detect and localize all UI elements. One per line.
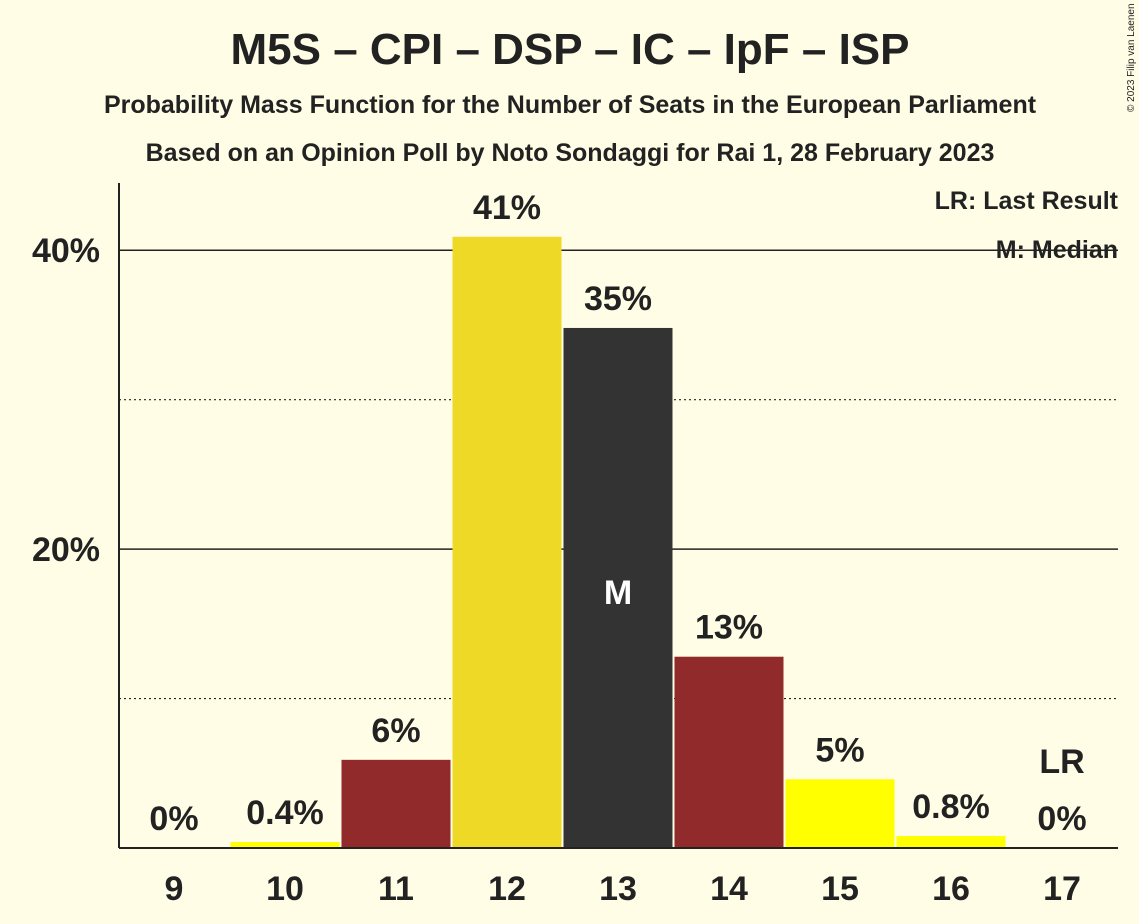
legend-last-result: LR: Last Result [935, 187, 1119, 215]
bar-value-label: 5% [815, 731, 864, 769]
median-marker: M [604, 574, 632, 612]
x-tick-label: 11 [378, 870, 414, 908]
x-tick-label: 13 [599, 870, 637, 908]
bar-value-label: 13% [695, 609, 763, 647]
bar-value-label: 35% [584, 280, 652, 318]
x-tick-label: 14 [710, 870, 748, 908]
y-tick-label: 20% [32, 531, 100, 569]
bar-value-label: 0.8% [912, 788, 990, 826]
axes: 20% 40% 9 10 11 12 13 14 15 16 17 [32, 183, 1118, 908]
chart-title: M5S – CPI – DSP – IC – IpF – ISP [231, 25, 910, 74]
bar-labels: 0% 0.4% 6% 41% 35% M 13% 5% 0.8% 0% LR [149, 189, 1086, 838]
copyright-note: © 2023 Filip van Laenen [1126, 3, 1137, 112]
chart-source: Based on an Opinion Poll by Noto Sondagg… [146, 139, 995, 167]
bar-seats-11 [341, 759, 451, 848]
x-tick-label: 12 [488, 870, 526, 908]
bar-value-label: 0.4% [246, 794, 324, 832]
x-tick-label: 17 [1043, 870, 1081, 908]
x-tick-label: 9 [165, 870, 184, 908]
y-tick-label: 40% [32, 232, 100, 270]
x-tick-label: 16 [932, 870, 970, 908]
chart-subtitle: Probability Mass Function for the Number… [104, 91, 1037, 119]
bar-seats-10 [230, 842, 340, 848]
bars [230, 236, 1006, 849]
x-tick-label: 10 [266, 870, 304, 908]
x-tick-label: 15 [821, 870, 859, 908]
bar-value-label: 0% [149, 800, 198, 838]
bar-seats-16 [896, 836, 1006, 848]
last-result-marker: LR [1039, 743, 1084, 781]
bar-seats-13 [563, 327, 673, 848]
bar-seats-14 [674, 656, 784, 848]
legend-median: M: Median [996, 236, 1118, 264]
bar-value-label: 41% [473, 189, 541, 227]
bar-seats-15 [785, 779, 895, 848]
bar-value-label: 6% [371, 712, 420, 750]
bar-value-label: 0% [1037, 800, 1086, 838]
bar-seats-12 [452, 236, 562, 849]
